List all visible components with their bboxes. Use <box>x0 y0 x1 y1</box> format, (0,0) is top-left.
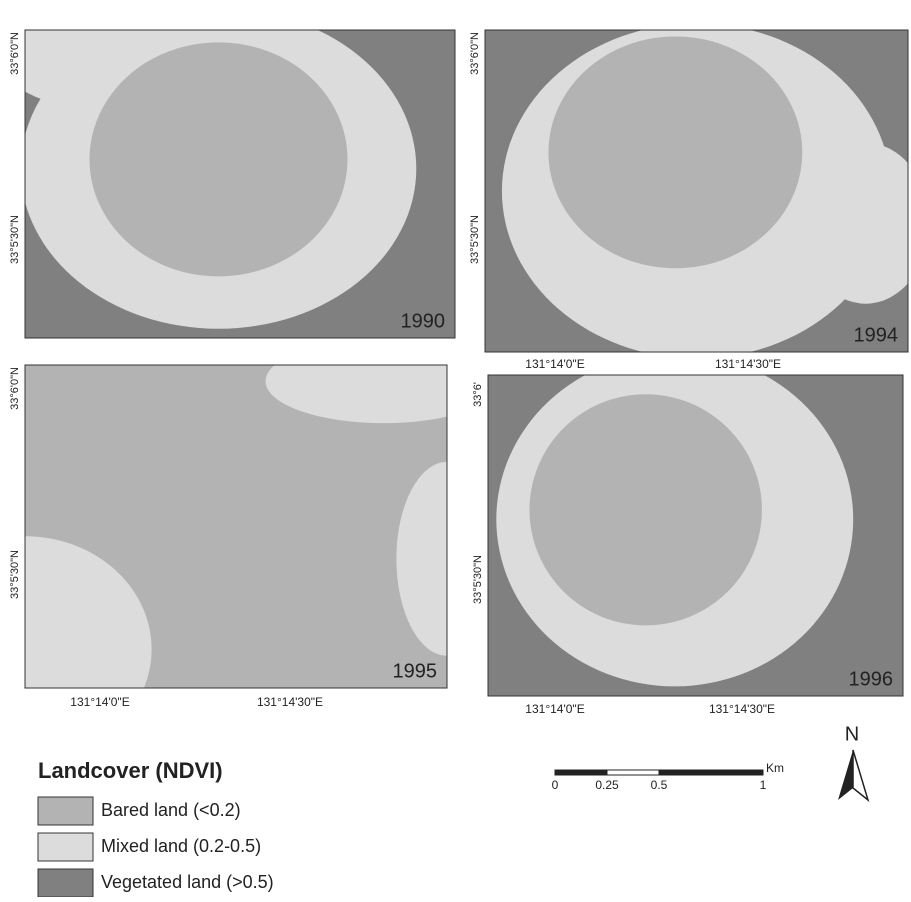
map-panel <box>4 8 456 338</box>
lon-label: 131°14'0"E <box>525 702 584 716</box>
landcover-patch <box>90 42 348 276</box>
legend-swatch <box>38 797 93 825</box>
legend-title: Landcover (NDVI) <box>38 758 223 783</box>
year-label: 1994 <box>854 324 899 346</box>
scale-segment <box>659 770 763 775</box>
lon-label: 131°14'30"E <box>709 702 775 716</box>
map-panel <box>485 24 911 359</box>
landcover-patch <box>548 36 802 268</box>
scale-label: 0.25 <box>595 778 619 792</box>
lat-label: 33°6'0"N <box>9 367 21 410</box>
north-label: N <box>845 723 859 745</box>
north-arrow-right <box>853 750 868 800</box>
year-label: 1995 <box>393 660 438 682</box>
landcover-patch <box>266 339 502 423</box>
legend-swatch <box>38 869 93 897</box>
year-label: 1996 <box>849 668 894 690</box>
figure: Landcover (NDVI) N 1990 33°6'0"N 33°5'30"N… <box>0 0 911 897</box>
scale-segment <box>555 770 607 775</box>
scale-label: 1 <box>760 778 767 792</box>
map-panel <box>488 353 903 696</box>
lat-label: 33°5'30"N <box>469 215 481 264</box>
lat-label: 33°6'0"N <box>469 32 481 75</box>
lat-label: 33°6' <box>472 382 484 407</box>
lat-label: 33°5'30"N <box>472 555 484 604</box>
lon-label: 131°14'0"E <box>525 357 584 371</box>
scale-segment <box>607 770 659 775</box>
lat-label: 33°5'30"N <box>9 215 21 264</box>
legend-label: Vegetated land (>0.5) <box>101 872 274 892</box>
lat-label: 33°5'30"N <box>9 550 21 599</box>
scale-label: 0.5 <box>651 778 668 792</box>
landcover-patch <box>530 394 762 625</box>
scale-unit: Km <box>766 761 784 775</box>
legend-label: Bared land (<0.2) <box>101 800 241 820</box>
scale-label: 0 <box>552 778 559 792</box>
lat-label: 33°6'0"N <box>9 32 21 75</box>
legend-swatch <box>38 833 93 861</box>
legend-label: Mixed land (0.2-0.5) <box>101 836 261 856</box>
year-label: 1990 <box>401 310 446 332</box>
lon-label: 131°14'30"E <box>715 357 781 371</box>
north-arrow-left <box>838 750 853 800</box>
lon-label: 131°14'0"E <box>70 695 129 709</box>
lon-label: 131°14'30"E <box>257 695 323 709</box>
